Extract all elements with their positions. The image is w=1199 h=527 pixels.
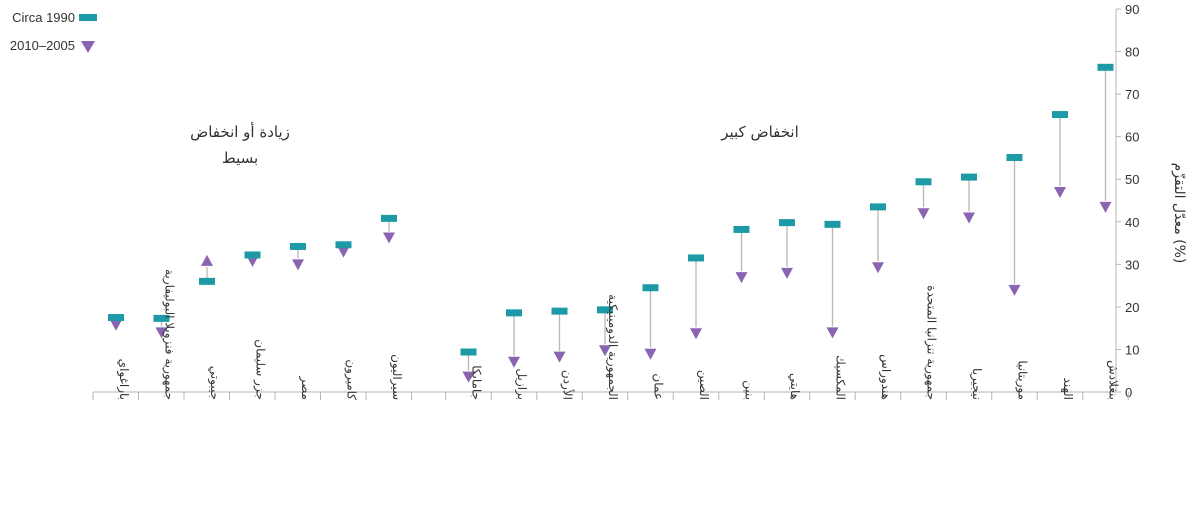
marker-circa-1990 (916, 178, 932, 185)
category-label: جزر سليمان (253, 339, 268, 400)
category-label: سيراليون (389, 354, 404, 400)
category-label: الأردن (560, 370, 576, 400)
category-label: الهند (1061, 378, 1075, 400)
category-label: عمان (652, 373, 666, 400)
marker-2005-2010 (690, 328, 702, 339)
marker-2005-2010 (1009, 285, 1021, 296)
marker-circa-1990 (1052, 111, 1068, 118)
legend-marker-circa-1990 (79, 14, 97, 21)
y-tick-label: 90 (1125, 2, 1139, 17)
y-tick-label: 10 (1125, 342, 1139, 357)
y-axis-title: معدّل التقزّم (%) (1171, 163, 1187, 264)
category-label: جامايكا (470, 365, 484, 400)
category-label: مصر (298, 376, 313, 400)
y-tick-label: 30 (1125, 257, 1139, 272)
marker-circa-1990 (290, 243, 306, 250)
marker-circa-1990 (734, 226, 750, 233)
marker-2005-2010 (918, 208, 930, 219)
category-label: جمهورية تنزانيا المتحدة (924, 285, 939, 400)
marker-circa-1990 (1098, 64, 1114, 71)
marker-circa-1990 (1007, 154, 1023, 161)
category-label: الصين (696, 370, 711, 400)
annotation-small-change-line-2: بسيط (222, 149, 258, 167)
marker-circa-1990 (779, 219, 795, 226)
marker-circa-1990 (108, 314, 124, 321)
category-label: الجمهورية الدومينيكية (605, 294, 620, 400)
legend-marker-2005-2010 (81, 41, 95, 53)
category-label: باراغواي (116, 359, 131, 400)
category-label: هايتي (788, 373, 802, 400)
marker-circa-1990 (870, 203, 886, 210)
marker-2005-2010 (292, 259, 304, 270)
marker-circa-1990 (336, 241, 352, 248)
marker-2005-2010 (827, 327, 839, 338)
legend: Circa 1990 2010–2005 (10, 10, 97, 53)
y-tick-label: 70 (1125, 87, 1139, 102)
y-tick-label: 20 (1125, 300, 1139, 315)
category-label: موريتانيا (1015, 360, 1030, 400)
marker-2005-2010 (1100, 202, 1112, 213)
marker-circa-1990 (961, 174, 977, 181)
marker-circa-1990 (381, 215, 397, 222)
category-label: هندوراس (878, 354, 893, 400)
marker-2005-2010 (110, 320, 122, 331)
marker-2005-2010 (383, 233, 395, 244)
marker-circa-1990 (825, 221, 841, 228)
category-label: برازيل (514, 368, 529, 400)
marker-2005-2010 (1054, 187, 1066, 198)
y-tick-label: 40 (1125, 215, 1139, 230)
annotation-large-decline-text: انخفاض كبير (720, 123, 799, 141)
annotation-small-change: زيادة أو انخفاض بسيط (190, 122, 290, 167)
category-label: كاميرون (344, 359, 359, 400)
legend-label-2005-2010: 2010–2005 (10, 38, 75, 53)
marker-circa-1990 (245, 251, 261, 258)
annotation-large-decline: انخفاض كبير (720, 123, 799, 141)
marker-2005-2010 (554, 352, 566, 363)
annotation-small-change-line-1: زيادة أو انخفاض (190, 122, 290, 141)
marker-circa-1990 (688, 254, 704, 261)
category-label: بنين (742, 380, 757, 400)
marker-2005-2010 (781, 268, 793, 279)
legend-label-circa-1990: Circa 1990 (12, 10, 75, 25)
category-label: نيجيريا (969, 368, 984, 400)
marker-2005-2010 (645, 349, 657, 360)
marker-circa-1990 (461, 348, 477, 355)
category-label: المكسيك (834, 355, 848, 400)
category-label: جيبوتي (207, 366, 222, 400)
category-labels: باراغواي جمهورية فنزويلا البوليفارية جيبوت… (116, 269, 1121, 400)
marker-circa-1990 (199, 278, 215, 285)
y-tick-label: 50 (1125, 172, 1139, 187)
marker-2005-2010 (736, 272, 748, 283)
marker-2005-2010 (872, 262, 884, 273)
marker-circa-1990 (506, 309, 522, 316)
marker-circa-1990 (643, 284, 659, 291)
marker-circa-1990 (552, 308, 568, 315)
category-label: بنغلادش (1106, 360, 1121, 400)
marker-2005-2010 (201, 255, 213, 266)
category-label: جمهورية فنزويلا البوليفارية (162, 269, 177, 400)
marker-2005-2010 (508, 357, 520, 368)
marker-2005-2010 (963, 213, 975, 224)
y-tick-label: 60 (1125, 130, 1139, 145)
y-tick-label: 80 (1125, 45, 1139, 60)
